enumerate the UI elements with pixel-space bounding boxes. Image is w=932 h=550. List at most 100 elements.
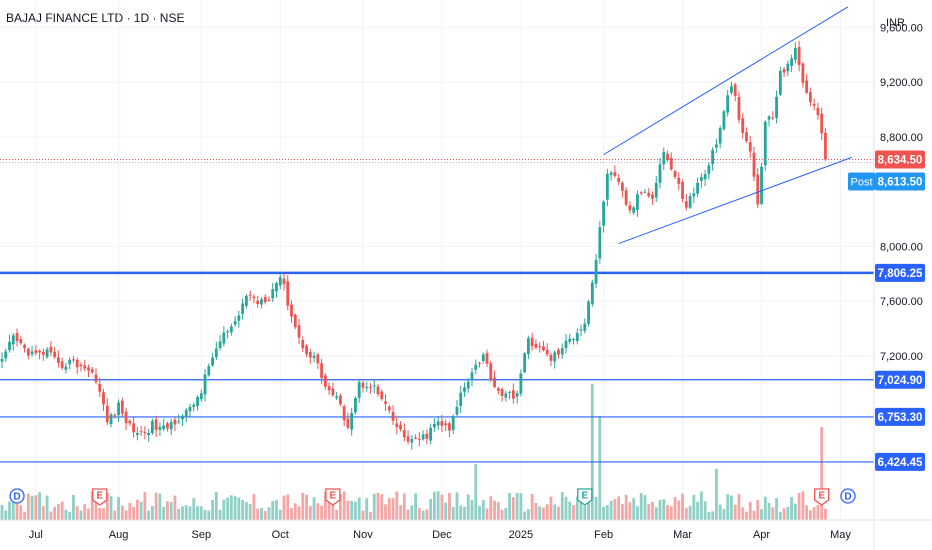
candle-body[interactable] [466,381,470,389]
candle-body[interactable] [169,422,173,430]
candle-body[interactable] [621,182,624,191]
candle-body[interactable] [688,196,692,208]
candle-body[interactable] [500,388,504,396]
candle-body[interactable] [147,432,151,436]
candle-body[interactable] [87,367,90,371]
candle-body[interactable] [384,401,387,404]
candle-body[interactable] [308,351,312,358]
earnings-marker[interactable]: E [92,488,108,506]
candle-body[interactable] [267,299,271,301]
candle-body[interactable] [572,338,575,340]
candle-body[interactable] [639,192,643,194]
candle-body[interactable] [715,144,718,148]
candle-body[interactable] [252,296,256,299]
dividend-marker[interactable]: D [840,488,856,504]
candle-body[interactable] [824,132,827,160]
earnings-marker[interactable]: E [325,488,341,506]
candle-body[interactable] [263,296,267,303]
candle-body[interactable] [643,191,647,193]
candle-body[interactable] [399,424,402,430]
candle-body[interactable] [812,103,816,106]
candle-body[interactable] [256,300,260,305]
candle-body[interactable] [478,362,481,364]
candle-body[interactable] [369,386,372,388]
candle-body[interactable] [496,388,500,391]
candle-body[interactable] [681,182,684,199]
candle-body[interactable] [801,63,805,83]
candle-body[interactable] [782,69,786,73]
candle-body[interactable] [218,341,222,349]
candle-body[interactable] [90,369,94,373]
candle-body[interactable] [72,359,75,361]
candle-body[interactable] [730,86,733,93]
candle-body[interactable] [387,406,391,411]
candle-body[interactable] [376,386,380,395]
candle-body[interactable] [444,423,448,426]
candle-body[interactable] [711,149,715,165]
candle-body[interactable] [64,366,68,370]
candle-body[interactable] [568,338,572,342]
candle-body[interactable] [30,351,34,355]
candle-body[interactable] [745,132,748,142]
candle-body[interactable] [342,406,346,421]
candle-body[interactable] [4,351,8,359]
candle-body[interactable] [718,128,722,144]
candle-body[interactable] [778,70,782,95]
candle-body[interactable] [726,95,730,113]
candle-body[interactable] [49,346,53,353]
channel-line[interactable] [618,156,852,245]
candle-body[interactable] [557,349,560,355]
candle-body[interactable] [105,405,109,423]
candle-body[interactable] [365,386,369,388]
candle-body[interactable] [775,96,778,118]
candle-body[interactable] [613,172,617,176]
candle-body[interactable] [692,193,696,197]
candle-body[interactable] [530,337,534,347]
time-axis[interactable]: Jul Aug Sep Oct Nov Dec 2025 Feb Mar Apr May [29,529,852,541]
candle-body[interactable] [117,402,120,416]
candle-body[interactable] [151,420,154,434]
candle-body[interactable] [23,344,26,349]
candle-body[interactable] [508,391,511,393]
candle-body[interactable] [109,414,113,425]
candle-body[interactable] [748,142,752,152]
candle-body[interactable] [188,406,192,412]
candle-body[interactable] [214,348,218,358]
candle-body[interactable] [203,374,207,395]
earnings-marker[interactable]: E [814,488,830,506]
candle-body[interactable] [790,58,793,66]
candle-body[interactable] [391,412,395,421]
candle-body[interactable] [199,393,203,400]
candle-body[interactable] [429,427,433,441]
candle-body[interactable] [286,281,290,306]
candle-body[interactable] [696,182,699,194]
candle-body[interactable] [245,296,248,306]
candle-body[interactable] [816,107,820,116]
candle-body[interactable] [402,430,406,438]
candle-body[interactable] [177,421,181,423]
candle-body[interactable] [124,411,128,424]
candle-body[interactable] [448,423,451,431]
candle-body[interactable] [470,372,474,380]
candle-body[interactable] [60,361,64,368]
candle-body[interactable] [658,164,662,183]
candle-body[interactable] [207,366,211,376]
candle-body[interactable] [57,357,60,363]
dividend-marker[interactable]: D [9,488,25,504]
candle-body[interactable] [523,353,527,373]
candle-body[interactable] [542,346,545,351]
candle-body[interactable] [474,364,478,370]
candle-body[interactable] [433,423,436,428]
candle-body[interactable] [677,177,681,184]
candle-body[interactable] [436,421,440,426]
candle-body[interactable] [297,325,301,338]
candle-body[interactable] [624,190,628,205]
candle-body[interactable] [372,385,376,387]
candle-body[interactable] [560,348,564,355]
candle-body[interactable] [583,323,587,331]
candle-body[interactable] [19,339,23,344]
candle-body[interactable] [335,396,339,399]
candle-body[interactable] [173,419,177,425]
candle-body[interactable] [53,351,57,357]
candle-body[interactable] [481,354,485,362]
